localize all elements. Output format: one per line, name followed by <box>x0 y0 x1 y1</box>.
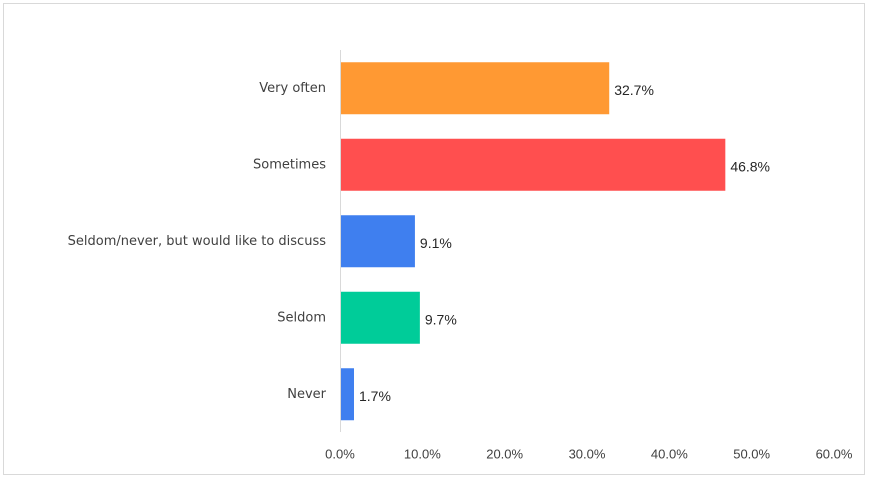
data-label: 32.7% <box>614 82 654 98</box>
x-tick-label: 30.0% <box>569 446 606 461</box>
x-tick-label: 20.0% <box>486 446 523 461</box>
data-label: 46.8% <box>730 158 770 174</box>
data-label: 1.7% <box>359 388 391 404</box>
bar-3 <box>341 291 420 344</box>
bar-4 <box>341 368 354 421</box>
x-tick-label: 40.0% <box>651 446 688 461</box>
bar-2 <box>341 215 415 268</box>
bar-0 <box>341 62 610 115</box>
category-label: Seldom/never, but would like to discuss <box>68 234 327 249</box>
category-label: Very often <box>259 81 326 96</box>
bar-1 <box>341 138 726 191</box>
category-label: Seldom <box>277 310 326 325</box>
bars-group <box>341 62 726 421</box>
data-labels: 32.7% 46.8% 9.1% 9.7% 1.7% <box>359 82 770 404</box>
data-label: 9.7% <box>425 311 457 327</box>
category-label: Never <box>287 387 326 402</box>
x-tick-label: 10.0% <box>404 446 441 461</box>
category-label: Sometimes <box>253 157 326 172</box>
x-tick-label: 60.0% <box>816 446 853 461</box>
x-tick-labels: 0.0% 10.0% 20.0% 30.0% 40.0% 50.0% 60.0% <box>325 446 853 461</box>
x-tick-label: 50.0% <box>733 446 770 461</box>
x-tick-label: 0.0% <box>325 446 355 461</box>
data-label: 9.1% <box>420 235 452 251</box>
category-labels: Very often Sometimes Seldom/never, but wou… <box>68 81 327 402</box>
